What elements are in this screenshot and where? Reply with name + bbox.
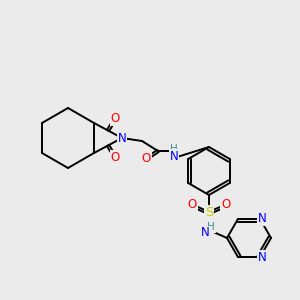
Text: O: O — [111, 112, 120, 125]
Text: N: N — [201, 226, 209, 239]
Text: O: O — [141, 152, 151, 166]
Text: O: O — [111, 151, 120, 164]
Text: H: H — [170, 144, 178, 154]
Text: O: O — [221, 199, 231, 212]
Text: S: S — [205, 206, 213, 220]
Text: O: O — [188, 199, 196, 212]
Text: N: N — [258, 212, 266, 225]
Text: H: H — [207, 222, 215, 232]
Text: N: N — [258, 250, 266, 264]
Text: N: N — [118, 131, 126, 145]
Text: N: N — [169, 149, 178, 163]
